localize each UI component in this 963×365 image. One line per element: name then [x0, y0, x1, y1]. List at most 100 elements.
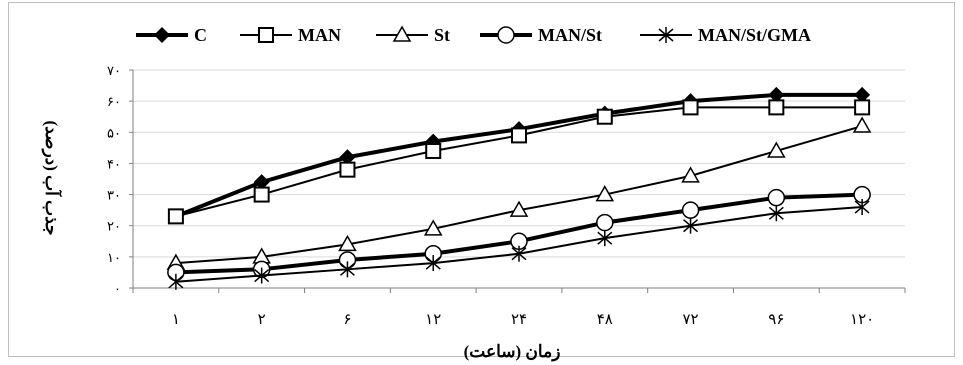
legend-label: C: [194, 25, 207, 45]
data-point-st: [681, 166, 700, 183]
data-point-man: [768, 99, 785, 116]
data-point-man-st-gma: [511, 245, 527, 262]
x-tick-label: ۹۶: [768, 312, 784, 328]
circle-marker: [767, 188, 786, 207]
data-point-man-st-gma: [683, 217, 699, 234]
data-point-man-st-gma: [425, 255, 441, 272]
data-point-c: [768, 86, 785, 103]
data-point-st: [509, 200, 529, 217]
square-marker: [167, 208, 184, 225]
square-marker: [768, 99, 785, 116]
triangle-marker: [681, 166, 700, 183]
legend-label: MAN: [298, 25, 341, 45]
data-point-c: [339, 149, 356, 166]
x-tick-label: ۱۲۰: [850, 312, 874, 328]
diamond-marker: [253, 174, 270, 191]
data-point-st: [595, 185, 615, 202]
series-man-st-gma: [168, 199, 870, 290]
square-marker: [425, 142, 442, 159]
data-point-st: [423, 219, 443, 236]
data-point-man-st-gma: [168, 273, 184, 290]
triangle-marker: [338, 234, 357, 252]
triangle-marker: [392, 25, 412, 42]
x-tick-label: ۷۲: [682, 312, 698, 328]
y-tick-label: ۳۰: [107, 188, 121, 203]
circle-marker: [497, 26, 515, 44]
y-tick-label: ۶۰: [107, 94, 121, 109]
legend-label: MAN/St/GMA: [698, 25, 811, 45]
triangle-marker: [767, 141, 786, 158]
triangle-marker: [852, 116, 872, 133]
circle-marker: [681, 201, 700, 219]
data-point-man: [425, 142, 442, 159]
y-tick-label: ۱۰: [107, 250, 121, 265]
y-tick-label: ۴۰: [107, 156, 121, 171]
legend-item-st: St: [376, 25, 450, 45]
circle-marker: [596, 213, 614, 232]
data-point-man: [167, 208, 184, 225]
square-marker: [253, 186, 270, 203]
square-marker: [339, 161, 356, 178]
diamond-marker: [768, 86, 785, 103]
legend-label: MAN/St: [538, 25, 602, 45]
triangle-marker: [509, 200, 529, 217]
x-tick-label: ۲۴: [511, 312, 527, 328]
data-point-c: [253, 174, 270, 191]
legend-item-man: MAN: [240, 25, 341, 45]
data-point-man-st: [767, 188, 786, 207]
data-point-man-st-gma: [768, 205, 784, 222]
y-tick-label: ۲۰: [107, 219, 121, 234]
square-marker: [511, 127, 527, 144]
legend-marker: [497, 26, 515, 44]
data-point-man-st-gma: [597, 230, 613, 247]
x-tick-label: ۱: [172, 312, 180, 328]
y-tick-label: ۵۰: [107, 125, 121, 140]
x-tick-label: ۴۸: [597, 312, 613, 328]
x-tick-label: ۲: [258, 312, 266, 328]
diamond-marker: [854, 86, 871, 103]
data-point-man-st: [681, 201, 700, 219]
data-point-man: [339, 161, 356, 178]
gridlines: [133, 69, 905, 258]
triangle-marker: [423, 219, 443, 236]
y-axis-label: جذب آب (درصد): [41, 120, 63, 235]
y-tick-label: ۰: [114, 281, 121, 296]
x-axis-label: زمان (ساعت): [464, 342, 561, 362]
data-point-man: [511, 127, 527, 144]
data-point-man: [253, 186, 270, 203]
data-point-man: [682, 99, 699, 116]
data-point-man: [854, 99, 871, 116]
series-lines: [166, 86, 872, 290]
chart-frame: [8, 2, 955, 357]
data-point-st: [767, 141, 786, 158]
y-tick-label: ۷۰: [107, 63, 121, 78]
square-marker: [596, 108, 613, 125]
legend-marker: [392, 25, 412, 42]
legend-marker: [258, 27, 274, 43]
square-marker: [854, 99, 871, 116]
legend-label: St: [434, 25, 450, 45]
data-point-man-st-gma: [339, 261, 355, 278]
square-marker: [258, 27, 274, 43]
x-tick-label: ۱۲: [425, 312, 441, 328]
legend-item-man-st: MAN/St: [480, 25, 602, 45]
series-man: [167, 99, 871, 225]
data-point-c: [854, 86, 871, 103]
legend: C MAN St MAN/St MAN/St/GMA: [136, 25, 811, 45]
legend-item-man-st-gma: MAN/St/GMA: [640, 25, 811, 45]
data-point-man: [596, 108, 613, 125]
square-marker: [682, 99, 699, 116]
legend-marker: [154, 27, 170, 43]
data-point-st: [338, 234, 357, 252]
data-point-man-st: [596, 213, 614, 232]
diamond-marker: [154, 27, 170, 43]
data-point-st: [852, 116, 872, 133]
diamond-marker: [339, 149, 356, 166]
legend-marker: [658, 27, 674, 43]
data-point-man-st-gma: [854, 199, 870, 216]
legend-item-c: C: [136, 25, 207, 45]
triangle-marker: [595, 185, 615, 202]
